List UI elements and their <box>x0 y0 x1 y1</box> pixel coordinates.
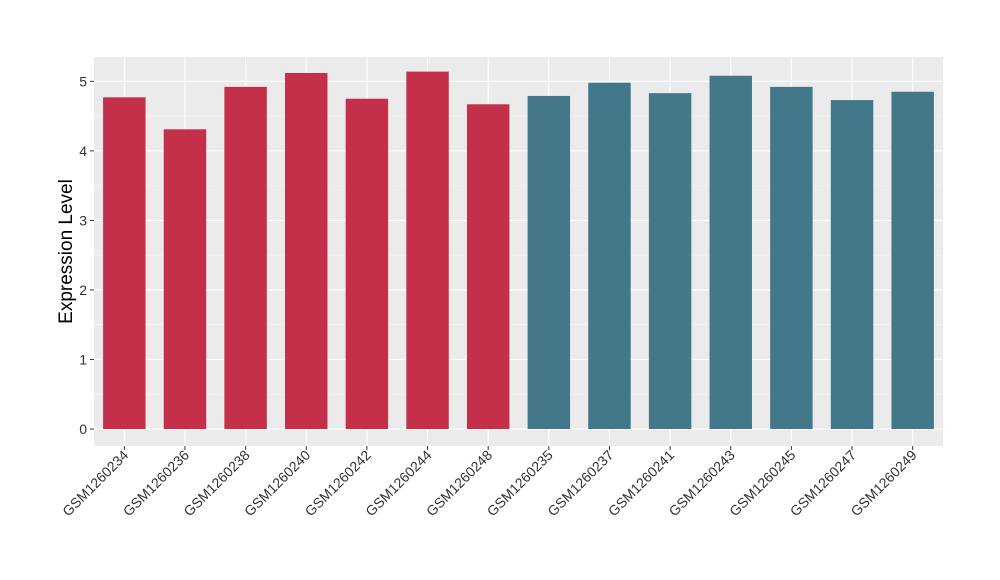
y-tick-label: 4 <box>79 143 87 159</box>
bar-GSM1260238 <box>224 86 267 430</box>
bar-GSM1260245 <box>770 86 813 430</box>
bar-GSM1260235 <box>527 95 571 429</box>
bars <box>103 71 934 430</box>
y-tick-label: 3 <box>79 212 87 228</box>
bar-GSM1260240 <box>285 72 328 429</box>
bar-GSM1260242 <box>345 98 389 429</box>
y-tick-label: 5 <box>79 73 87 89</box>
y-tick-label: 1 <box>79 351 87 367</box>
bar-GSM1260243 <box>709 75 752 429</box>
x-axis: GSM1260234GSM1260236GSM1260238GSM1260240… <box>59 446 920 519</box>
bar-GSM1260237 <box>588 82 631 429</box>
bar-GSM1260236 <box>163 129 207 429</box>
y-tick-label: 0 <box>79 421 87 437</box>
plot-panel <box>94 57 943 446</box>
y-axis-title: Expression Level <box>56 179 77 324</box>
bar-GSM1260241 <box>648 93 692 429</box>
bar-GSM1260244 <box>406 71 449 429</box>
y-tick-label: 2 <box>79 282 87 298</box>
bar-GSM1260249 <box>891 91 934 429</box>
bar-GSM1260247 <box>830 100 874 429</box>
bar-GSM1260248 <box>466 104 510 430</box>
y-axis: 0 1 2 3 4 5 <box>79 73 94 437</box>
bar-GSM1260234 <box>103 97 146 429</box>
